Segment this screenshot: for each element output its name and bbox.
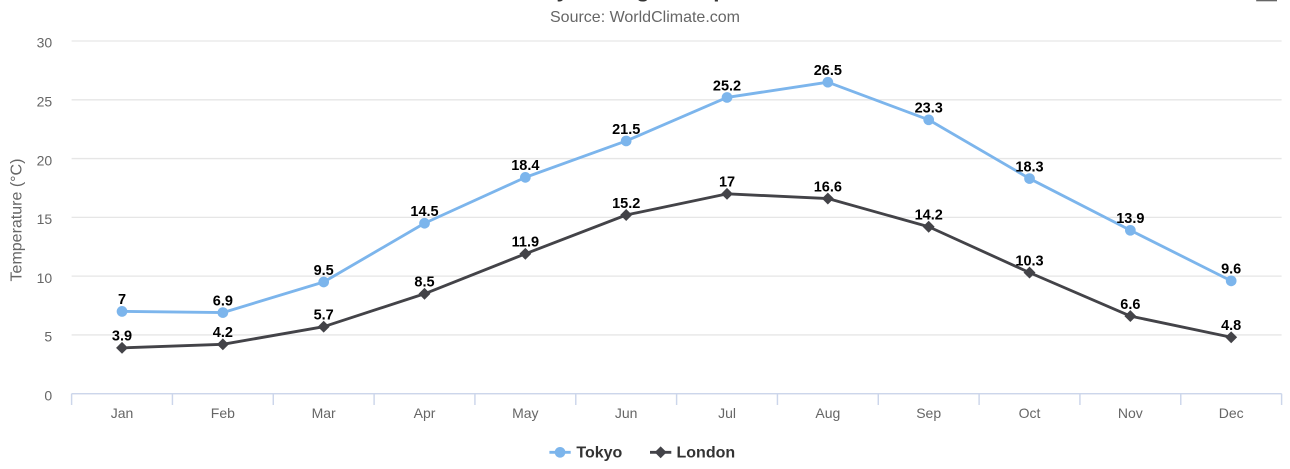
svg-text:6.6: 6.6	[1120, 297, 1140, 313]
svg-text:Sep: Sep	[916, 405, 941, 421]
svg-text:15: 15	[37, 211, 53, 227]
svg-text:5.7: 5.7	[314, 307, 334, 323]
svg-text:9.6: 9.6	[1221, 262, 1241, 278]
svg-text:30: 30	[37, 35, 53, 51]
svg-text:11.9: 11.9	[512, 235, 539, 251]
svg-text:Jun: Jun	[615, 405, 638, 421]
svg-text:Jan: Jan	[111, 405, 134, 421]
svg-text:London: London	[677, 445, 736, 462]
svg-text:20: 20	[37, 152, 53, 168]
svg-text:Temperature (°C): Temperature (°C)	[8, 159, 25, 282]
svg-text:Jul: Jul	[718, 405, 736, 421]
svg-text:May: May	[512, 405, 538, 421]
svg-text:Nov: Nov	[1118, 405, 1143, 421]
svg-text:26.5: 26.5	[814, 63, 842, 79]
svg-text:17: 17	[719, 175, 735, 191]
svg-text:3.9: 3.9	[112, 329, 132, 345]
svg-text:16.6: 16.6	[814, 179, 842, 195]
svg-text:Tokyo: Tokyo	[576, 445, 622, 462]
svg-text:6.9: 6.9	[213, 293, 233, 309]
svg-text:13.9: 13.9	[1116, 211, 1144, 227]
svg-text:25.2: 25.2	[713, 78, 741, 94]
svg-text:7: 7	[118, 292, 126, 308]
svg-text:4.2: 4.2	[213, 325, 233, 341]
svg-text:14.5: 14.5	[410, 204, 438, 220]
svg-text:15.2: 15.2	[612, 196, 640, 212]
svg-text:14.2: 14.2	[915, 208, 943, 224]
svg-text:18.3: 18.3	[1015, 159, 1043, 175]
svg-text:4.8: 4.8	[1221, 318, 1241, 334]
svg-text:Dec: Dec	[1219, 405, 1244, 421]
svg-text:Oct: Oct	[1019, 405, 1041, 421]
svg-text:Source: WorldClimate.com: Source: WorldClimate.com	[550, 9, 740, 26]
svg-text:25: 25	[37, 94, 53, 110]
svg-text:Aug: Aug	[815, 405, 840, 421]
svg-text:Monthly Average Temperature: Monthly Average Temperature	[483, 0, 804, 2]
svg-text:9.5: 9.5	[314, 263, 334, 279]
svg-text:23.3: 23.3	[915, 101, 943, 117]
svg-text:5: 5	[44, 329, 52, 345]
svg-text:Mar: Mar	[312, 405, 336, 421]
svg-text:8.5: 8.5	[414, 275, 434, 291]
svg-text:21.5: 21.5	[612, 122, 640, 138]
svg-text:0: 0	[44, 387, 52, 403]
svg-text:Apr: Apr	[414, 405, 436, 421]
svg-text:10.3: 10.3	[1015, 253, 1043, 269]
svg-text:18.4: 18.4	[511, 158, 539, 174]
svg-text:Feb: Feb	[211, 405, 235, 421]
svg-text:10: 10	[37, 270, 53, 286]
